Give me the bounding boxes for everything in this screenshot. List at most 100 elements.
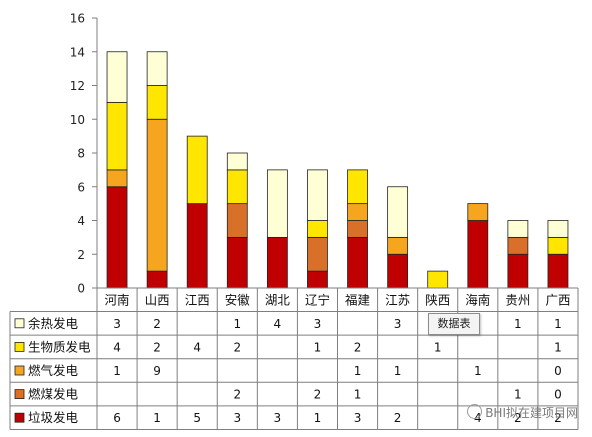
table-cell-value: 2 xyxy=(514,411,522,425)
table-cell-value: 2 xyxy=(354,340,362,354)
category-label: 江苏 xyxy=(385,293,410,308)
legend-swatch xyxy=(14,412,25,423)
bar-segment xyxy=(106,169,128,188)
series-label: 垃圾发电 xyxy=(28,410,79,425)
bar-segment xyxy=(307,236,328,272)
category-label: 山西 xyxy=(145,293,170,308)
bar-segment xyxy=(146,270,168,289)
legend-swatch xyxy=(14,318,25,329)
y-tick-label: 2 xyxy=(77,248,85,262)
table-cell-value: 2 xyxy=(314,388,322,402)
watermark-text: BHI拟在建项目网 xyxy=(485,406,578,420)
table-cell-value: 1 xyxy=(554,317,562,331)
table-cell-value: 2 xyxy=(554,411,562,425)
table-cell-value: 9 xyxy=(153,364,161,378)
y-tick-label: 16 xyxy=(70,12,85,26)
table-cell-value: 2 xyxy=(394,411,402,425)
bar-segment xyxy=(307,169,328,221)
bar-segment xyxy=(347,220,368,238)
table-cell-value: 2 xyxy=(153,317,161,331)
category-label: 湖北 xyxy=(265,293,291,308)
bars xyxy=(106,51,569,289)
bar-segment xyxy=(307,220,328,238)
table-cell-value: 4 xyxy=(193,340,201,354)
bar-segment xyxy=(507,253,529,289)
bar-segment xyxy=(387,253,409,289)
bar-segment xyxy=(266,236,288,289)
bar-segment xyxy=(347,203,368,221)
category-label: 河南 xyxy=(105,293,130,308)
bar-segment xyxy=(186,135,208,205)
table-cell-value: 3 xyxy=(233,411,241,425)
watermark: BHI拟在建项目网 xyxy=(467,404,578,421)
bar-segment xyxy=(266,169,288,238)
category-label: 贵州 xyxy=(505,293,530,308)
wechat-icon xyxy=(467,404,483,419)
legend-swatch xyxy=(14,365,25,376)
bar-segment xyxy=(387,186,409,238)
category-label: 福建 xyxy=(345,293,371,308)
series-label: 余热发电 xyxy=(28,316,79,331)
bar-segment xyxy=(467,220,489,289)
y-tick-label: 10 xyxy=(70,113,85,127)
bar-segment xyxy=(507,236,529,255)
table-cell-value: 3 xyxy=(354,411,362,425)
bar-segment xyxy=(547,236,569,255)
category-label: 安徽 xyxy=(225,293,251,308)
table-cell-value: 1 xyxy=(514,388,522,402)
bar-segment xyxy=(106,186,128,289)
bar-segment xyxy=(146,51,168,86)
bar-segment xyxy=(146,85,168,120)
data-table-tooltip: 数据表 xyxy=(428,313,480,335)
bar-segment xyxy=(547,253,569,289)
y-tick-label: 14 xyxy=(70,45,85,59)
table-cell-value: 3 xyxy=(314,317,322,331)
bar-segment xyxy=(226,152,248,171)
table-cell-value: 4 xyxy=(113,340,121,354)
y-axis: 0 2 4 6 8 10 12 14 16 xyxy=(70,12,98,296)
table-cell-value: 6 xyxy=(113,411,121,425)
table-cell-value: 1 xyxy=(474,364,482,378)
category-label: 江西 xyxy=(185,293,210,308)
y-tick-label: 4 xyxy=(77,214,85,228)
y-tick-label: 6 xyxy=(77,180,85,194)
table-cell-value: 3 xyxy=(394,317,402,331)
y-tick-label: 12 xyxy=(70,79,85,93)
table-cell-value: 5 xyxy=(193,411,201,425)
bar-segment xyxy=(106,101,128,171)
table-cell-value: 1 xyxy=(354,364,362,378)
table-cell-value: 1 xyxy=(233,317,241,331)
bar-segment xyxy=(186,203,208,289)
category-label: 广西 xyxy=(545,293,570,308)
legend-swatch xyxy=(14,389,25,400)
bar-segment xyxy=(547,220,569,238)
series-label: 燃气发电 xyxy=(28,363,79,378)
bar-segment xyxy=(226,203,248,238)
bar-segment xyxy=(387,236,409,255)
table-cell-value: 2 xyxy=(233,340,241,354)
table-cell-value: 3 xyxy=(113,317,121,331)
category-label: 海南 xyxy=(465,293,490,308)
table-cell-value: 1 xyxy=(153,411,161,425)
table-cell-value: 1 xyxy=(514,317,522,331)
table-cell-value: 1 xyxy=(434,340,442,354)
table-cell-value: 0 xyxy=(554,364,562,378)
series-label: 生物质发电 xyxy=(28,339,91,354)
table-cell-value: 2 xyxy=(153,340,161,354)
bar-segment xyxy=(307,270,328,289)
bar-segment xyxy=(146,118,168,272)
table-cell-value: 4 xyxy=(274,317,282,331)
series-label: 燃煤发电 xyxy=(28,387,79,402)
bar-segment xyxy=(427,270,449,289)
y-tick-label: 0 xyxy=(77,282,85,296)
bar-segment xyxy=(347,236,368,289)
table-cell-value: 1 xyxy=(554,340,562,354)
bar-segment xyxy=(226,236,248,289)
table-cell-value: 1 xyxy=(113,364,121,378)
table-cell-value: 2 xyxy=(233,388,241,402)
table-cell-value: 1 xyxy=(314,340,322,354)
table-cell-value: 1 xyxy=(354,388,362,402)
table-cell-value: 3 xyxy=(274,411,282,425)
